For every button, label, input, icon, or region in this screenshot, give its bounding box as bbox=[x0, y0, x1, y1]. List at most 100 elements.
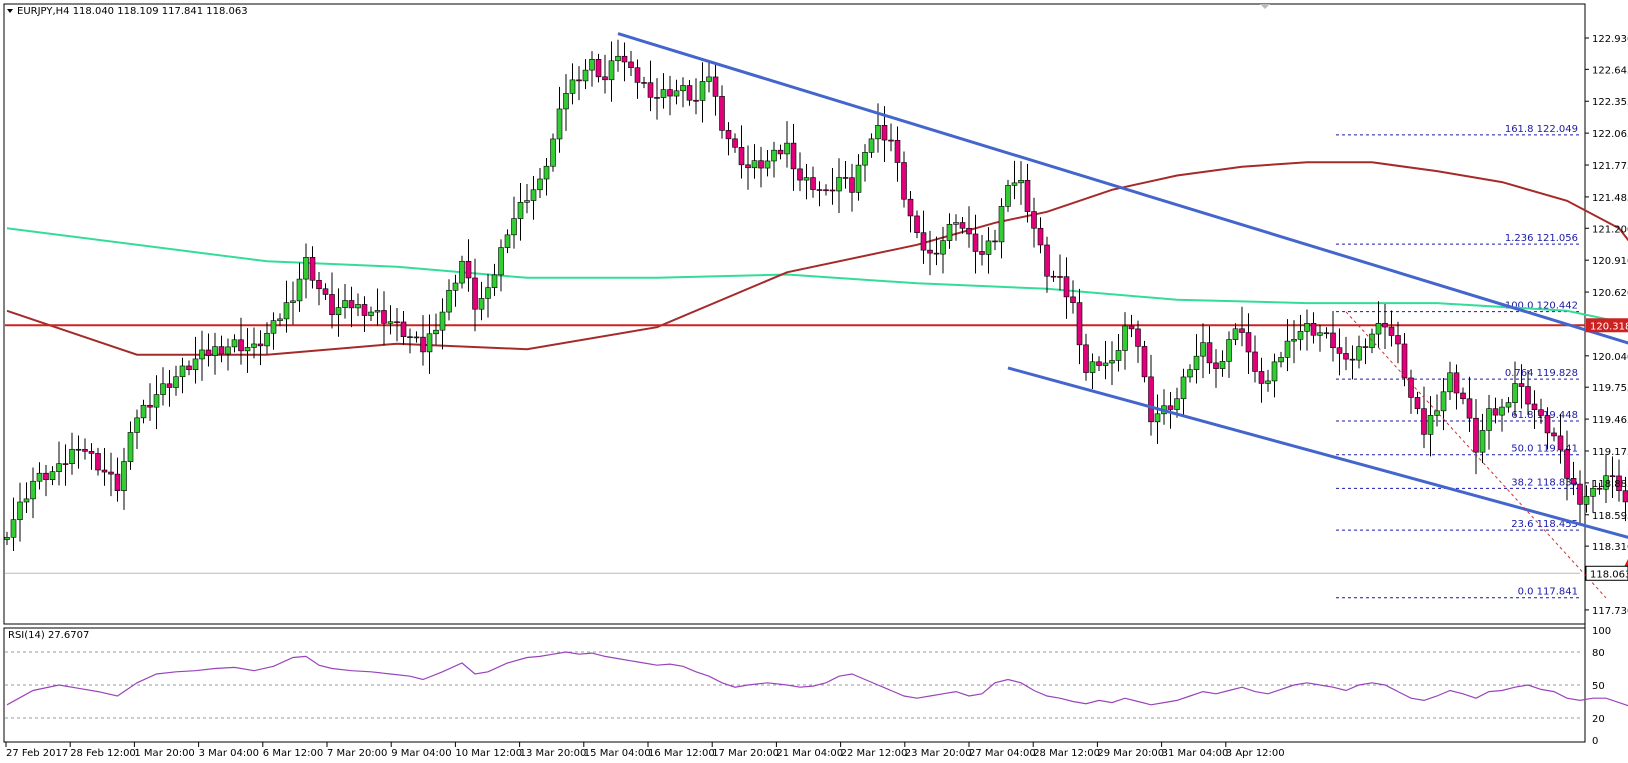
candle-body bbox=[842, 177, 849, 179]
time-tick-label: 27 Mar 04:00 bbox=[969, 748, 1036, 759]
fib-level-label: 38.2 118.835 bbox=[1511, 477, 1578, 488]
candle-body bbox=[1304, 322, 1310, 332]
candle-body bbox=[348, 300, 355, 309]
time-tick-label: 27 Feb 2017 bbox=[6, 748, 68, 759]
candle-body bbox=[1167, 405, 1174, 410]
candle-body bbox=[1291, 339, 1297, 342]
candle-body bbox=[1037, 227, 1044, 246]
candle-body bbox=[114, 473, 121, 491]
candle-body bbox=[1317, 332, 1323, 336]
candle-body bbox=[478, 298, 485, 310]
price-tick-label: 120.910 bbox=[1592, 256, 1628, 267]
candle-body bbox=[335, 307, 342, 316]
candle-body bbox=[537, 178, 543, 191]
candle-body bbox=[1473, 417, 1479, 453]
time-tick-label: 17 Mar 20:00 bbox=[712, 748, 779, 759]
candle-body bbox=[1005, 185, 1011, 207]
candle-body bbox=[1096, 361, 1102, 366]
candle-body bbox=[218, 346, 225, 355]
candle-body bbox=[361, 304, 368, 316]
candle-body bbox=[1427, 415, 1434, 435]
candle-body bbox=[491, 274, 498, 288]
current-price-label: 118.063 bbox=[1590, 569, 1628, 580]
price-tick-label: 117.730 bbox=[1592, 606, 1628, 617]
candle-body bbox=[400, 321, 407, 338]
candle-body bbox=[23, 498, 30, 503]
candle-body bbox=[1408, 377, 1414, 398]
candle-body bbox=[433, 329, 439, 335]
candle-body bbox=[1356, 346, 1362, 361]
candle-body bbox=[199, 349, 205, 360]
candle-body bbox=[231, 339, 238, 348]
candle-body bbox=[1544, 415, 1551, 434]
candle-body bbox=[1180, 376, 1187, 400]
candle-body bbox=[121, 461, 127, 491]
candle-body bbox=[290, 300, 296, 303]
candle-body bbox=[563, 93, 569, 110]
candle-body bbox=[108, 471, 114, 475]
candle-body bbox=[758, 160, 764, 169]
candle-body bbox=[1460, 392, 1466, 400]
candle-body bbox=[1174, 398, 1180, 410]
price-tick-label: 122.065 bbox=[1592, 129, 1628, 140]
dropdown-triangle-icon[interactable] bbox=[7, 9, 13, 13]
time-tick-label: 10 Mar 12:00 bbox=[455, 748, 522, 759]
candle-body bbox=[465, 260, 472, 279]
candle-body bbox=[816, 189, 823, 191]
candle-body bbox=[95, 453, 101, 471]
candle-body bbox=[1453, 372, 1460, 394]
price-tick-label: 122.645 bbox=[1592, 65, 1628, 76]
fib-diagonal-line bbox=[1345, 311, 1607, 599]
candle-body bbox=[660, 89, 667, 98]
candle-body bbox=[556, 108, 563, 140]
rsi-tick-label: 80 bbox=[1592, 648, 1605, 659]
rsi-tick-label: 50 bbox=[1592, 681, 1605, 692]
price-tick-label: 121.200 bbox=[1592, 224, 1628, 235]
candle-body bbox=[582, 69, 589, 82]
candle-body bbox=[1135, 328, 1141, 347]
candle-body bbox=[751, 160, 758, 169]
candle-body bbox=[1245, 332, 1252, 353]
fib-level-label: 0.764 119.828 bbox=[1505, 368, 1578, 379]
candle-body bbox=[888, 139, 894, 142]
candle-body bbox=[1486, 408, 1492, 431]
candle-body bbox=[1044, 244, 1050, 277]
candle-body bbox=[1115, 350, 1122, 361]
time-tick-label: 15 Mar 04:00 bbox=[584, 748, 651, 759]
time-tick-label: 13 Mar 20:00 bbox=[520, 748, 587, 759]
candle-body bbox=[1330, 332, 1336, 349]
candle-body bbox=[901, 162, 907, 200]
candle-body bbox=[160, 383, 166, 395]
time-axis: 27 Feb 2017 28 Feb 12:001 Mar 20:00 3 Mar … bbox=[5, 742, 1285, 759]
time-tick-label: 3 Mar 04:00 bbox=[199, 748, 259, 759]
candle-body bbox=[381, 310, 387, 324]
candle-body bbox=[511, 218, 517, 236]
candle-body bbox=[875, 125, 881, 140]
candle-body bbox=[1609, 475, 1616, 478]
candle-body bbox=[1232, 328, 1239, 340]
candle-body bbox=[1538, 409, 1544, 416]
current-price-badge bbox=[1585, 565, 1628, 581]
candle-body bbox=[719, 96, 725, 131]
price-tick-label: 122.355 bbox=[1592, 97, 1628, 108]
candle-body bbox=[1603, 475, 1609, 490]
candle-body bbox=[212, 346, 218, 356]
price-tick-label: 119.465 bbox=[1592, 415, 1628, 426]
fib-level-label: 161.8 122.049 bbox=[1505, 124, 1578, 135]
scroll-marker-icon[interactable] bbox=[1260, 4, 1270, 9]
candle-body bbox=[316, 279, 322, 290]
candle-body bbox=[517, 202, 524, 219]
candle-body bbox=[186, 365, 192, 371]
candle-body bbox=[1271, 361, 1278, 382]
time-tick-label: 1 Mar 20:00 bbox=[134, 748, 194, 759]
candle-body bbox=[953, 222, 959, 225]
candle-body bbox=[277, 318, 283, 321]
candle-body bbox=[309, 256, 316, 281]
time-tick-label: 6 Mar 12:00 bbox=[263, 748, 323, 759]
candle-body bbox=[803, 177, 810, 181]
rsi-tick-label: 20 bbox=[1592, 714, 1605, 725]
candle-body bbox=[1616, 475, 1622, 491]
candle-body bbox=[1531, 403, 1538, 411]
candle-body bbox=[56, 463, 62, 472]
